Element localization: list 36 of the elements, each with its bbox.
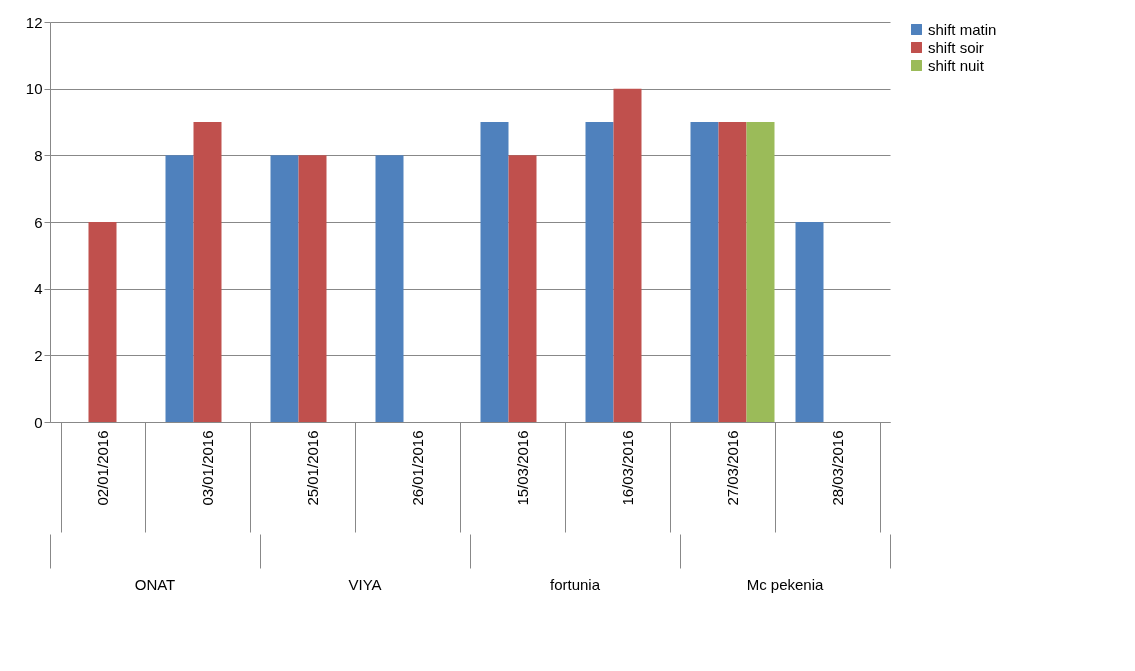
bar — [746, 122, 775, 422]
x-tick-label: 27/03/2016 — [724, 430, 741, 506]
text: ONAT — [134, 576, 176, 593]
bar — [585, 122, 614, 422]
y-tick-label: 2 — [34, 346, 43, 364]
y-tick-label: 6 — [34, 213, 43, 231]
y-tick-label: 10 — [25, 80, 43, 98]
bar — [690, 122, 719, 422]
x-tick-label: 03/01/2016 — [199, 430, 216, 506]
x-tick-label: 02/01/2016 — [94, 430, 111, 506]
legend-label: shift soir — [928, 38, 984, 56]
text: VIYA — [348, 576, 382, 593]
bar — [88, 222, 117, 422]
text: Mc pekenia — [746, 576, 824, 593]
legend-label: shift matin — [928, 20, 997, 38]
bar — [270, 155, 299, 422]
bar — [193, 122, 222, 422]
bar — [508, 155, 537, 422]
bar — [613, 88, 642, 422]
bar — [375, 155, 404, 422]
text: fortunia — [549, 576, 601, 593]
y-tick-label: 4 — [34, 280, 43, 298]
legend-label: shift nuit — [928, 56, 985, 74]
x-tick-label: 15/03/2016 — [514, 430, 531, 506]
bar — [480, 122, 509, 422]
x-tick-label: 28/03/2016 — [829, 430, 846, 506]
y-tick-label: 8 — [34, 146, 43, 164]
bar — [298, 155, 327, 422]
y-tick-label: 12 — [25, 13, 43, 31]
y-tick-label: 0 — [34, 413, 43, 431]
bar — [165, 155, 194, 422]
x-tick-label: 26/01/2016 — [409, 430, 426, 506]
bar — [718, 122, 747, 422]
x-tick-label: 16/03/2016 — [619, 430, 636, 506]
bar — [795, 222, 824, 422]
x-tick-label: 25/01/2016 — [304, 430, 321, 506]
